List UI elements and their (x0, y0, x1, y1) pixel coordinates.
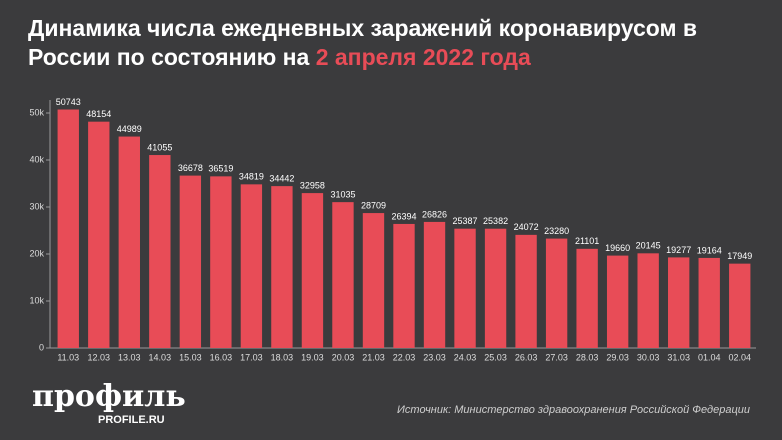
y-tick-label: 50k (29, 107, 44, 117)
x-tick-label: 12.03 (88, 352, 111, 362)
bar (57, 109, 79, 348)
data-label: 36678 (178, 163, 203, 173)
x-tick-label: 23.03 (423, 352, 446, 362)
bar (454, 228, 476, 348)
bar (637, 253, 659, 348)
x-tick-label: 02.04 (728, 352, 751, 362)
x-tick-label: 27.03 (545, 352, 568, 362)
data-label: 28709 (361, 200, 386, 210)
y-tick-label: 40k (29, 154, 44, 164)
bar (698, 257, 720, 348)
x-tick-label: 31.03 (667, 352, 690, 362)
x-tick-label: 17.03 (240, 352, 263, 362)
y-tick-label: 30k (29, 201, 44, 211)
x-tick-label: 24.03 (454, 352, 477, 362)
bar (393, 223, 415, 348)
logo: профиль (32, 379, 186, 414)
bar (149, 155, 171, 348)
bar (179, 175, 202, 348)
x-tick-label: 13.03 (118, 352, 141, 362)
data-label: 19164 (697, 245, 722, 255)
data-label: 19660 (605, 243, 630, 253)
bar (423, 221, 446, 348)
data-label: 20145 (636, 241, 661, 251)
data-label: 25387 (453, 216, 478, 226)
data-label: 21101 (575, 236, 599, 246)
x-tick-label: 28.03 (576, 352, 599, 362)
logo-url: PROFILE.RU (98, 414, 165, 426)
bar (210, 176, 232, 348)
y-tick-label: 20k (29, 248, 44, 258)
data-label: 19277 (666, 245, 691, 255)
bar (88, 121, 110, 348)
x-tick-label: 29.03 (606, 352, 629, 362)
bar (515, 234, 537, 348)
x-tick-label: 19.03 (301, 352, 324, 362)
bar (545, 238, 568, 348)
bar (729, 263, 751, 348)
data-label: 23280 (544, 226, 569, 236)
data-label: 31035 (330, 190, 355, 200)
x-tick-label: 18.03 (271, 352, 294, 362)
data-label: 50743 (56, 97, 81, 107)
x-tick-label: 26.03 (515, 352, 538, 362)
data-label: 17949 (727, 251, 752, 261)
x-tick-label: 25.03 (484, 352, 507, 362)
data-label: 26394 (391, 211, 416, 221)
x-tick-label: 11.03 (57, 352, 79, 362)
x-tick-label: 01.04 (698, 352, 721, 362)
data-label: 25382 (483, 216, 508, 226)
data-label: 44989 (117, 124, 142, 134)
x-tick-label: 21.03 (362, 352, 385, 362)
bar (668, 257, 690, 348)
data-label: 32958 (300, 180, 325, 190)
bar (301, 193, 324, 348)
bar (606, 255, 629, 348)
x-tick-label: 16.03 (210, 352, 233, 362)
source: Источник: Министерство здравоохранения Р… (397, 404, 750, 416)
title-text: Динамика числа ежедневных заражений коро… (28, 15, 698, 70)
data-label: 24072 (514, 222, 539, 232)
bar (362, 213, 385, 348)
bar (240, 184, 263, 348)
bar (576, 248, 598, 348)
x-tick-label: 20.03 (332, 352, 355, 362)
y-tick-label: 10k (29, 295, 44, 305)
bar (484, 228, 507, 348)
bar (332, 202, 354, 348)
data-label: 41055 (147, 142, 172, 152)
bar (271, 186, 293, 348)
chart-title: Динамика числа ежедневных заражений коро… (28, 14, 768, 72)
bar (118, 136, 140, 348)
y-tick-label: 0 (39, 342, 44, 352)
x-tick-label: 30.03 (637, 352, 660, 362)
x-tick-label: 22.03 (393, 352, 416, 362)
data-label: 36519 (208, 164, 233, 174)
data-label: 34442 (269, 173, 294, 183)
data-label: 48154 (86, 109, 111, 119)
x-tick-label: 15.03 (179, 352, 202, 362)
data-label: 26826 (422, 209, 447, 219)
x-tick-label: 14.03 (149, 352, 172, 362)
title-date: 2 апреля 2022 года (315, 44, 531, 70)
data-label: 34819 (239, 172, 264, 182)
